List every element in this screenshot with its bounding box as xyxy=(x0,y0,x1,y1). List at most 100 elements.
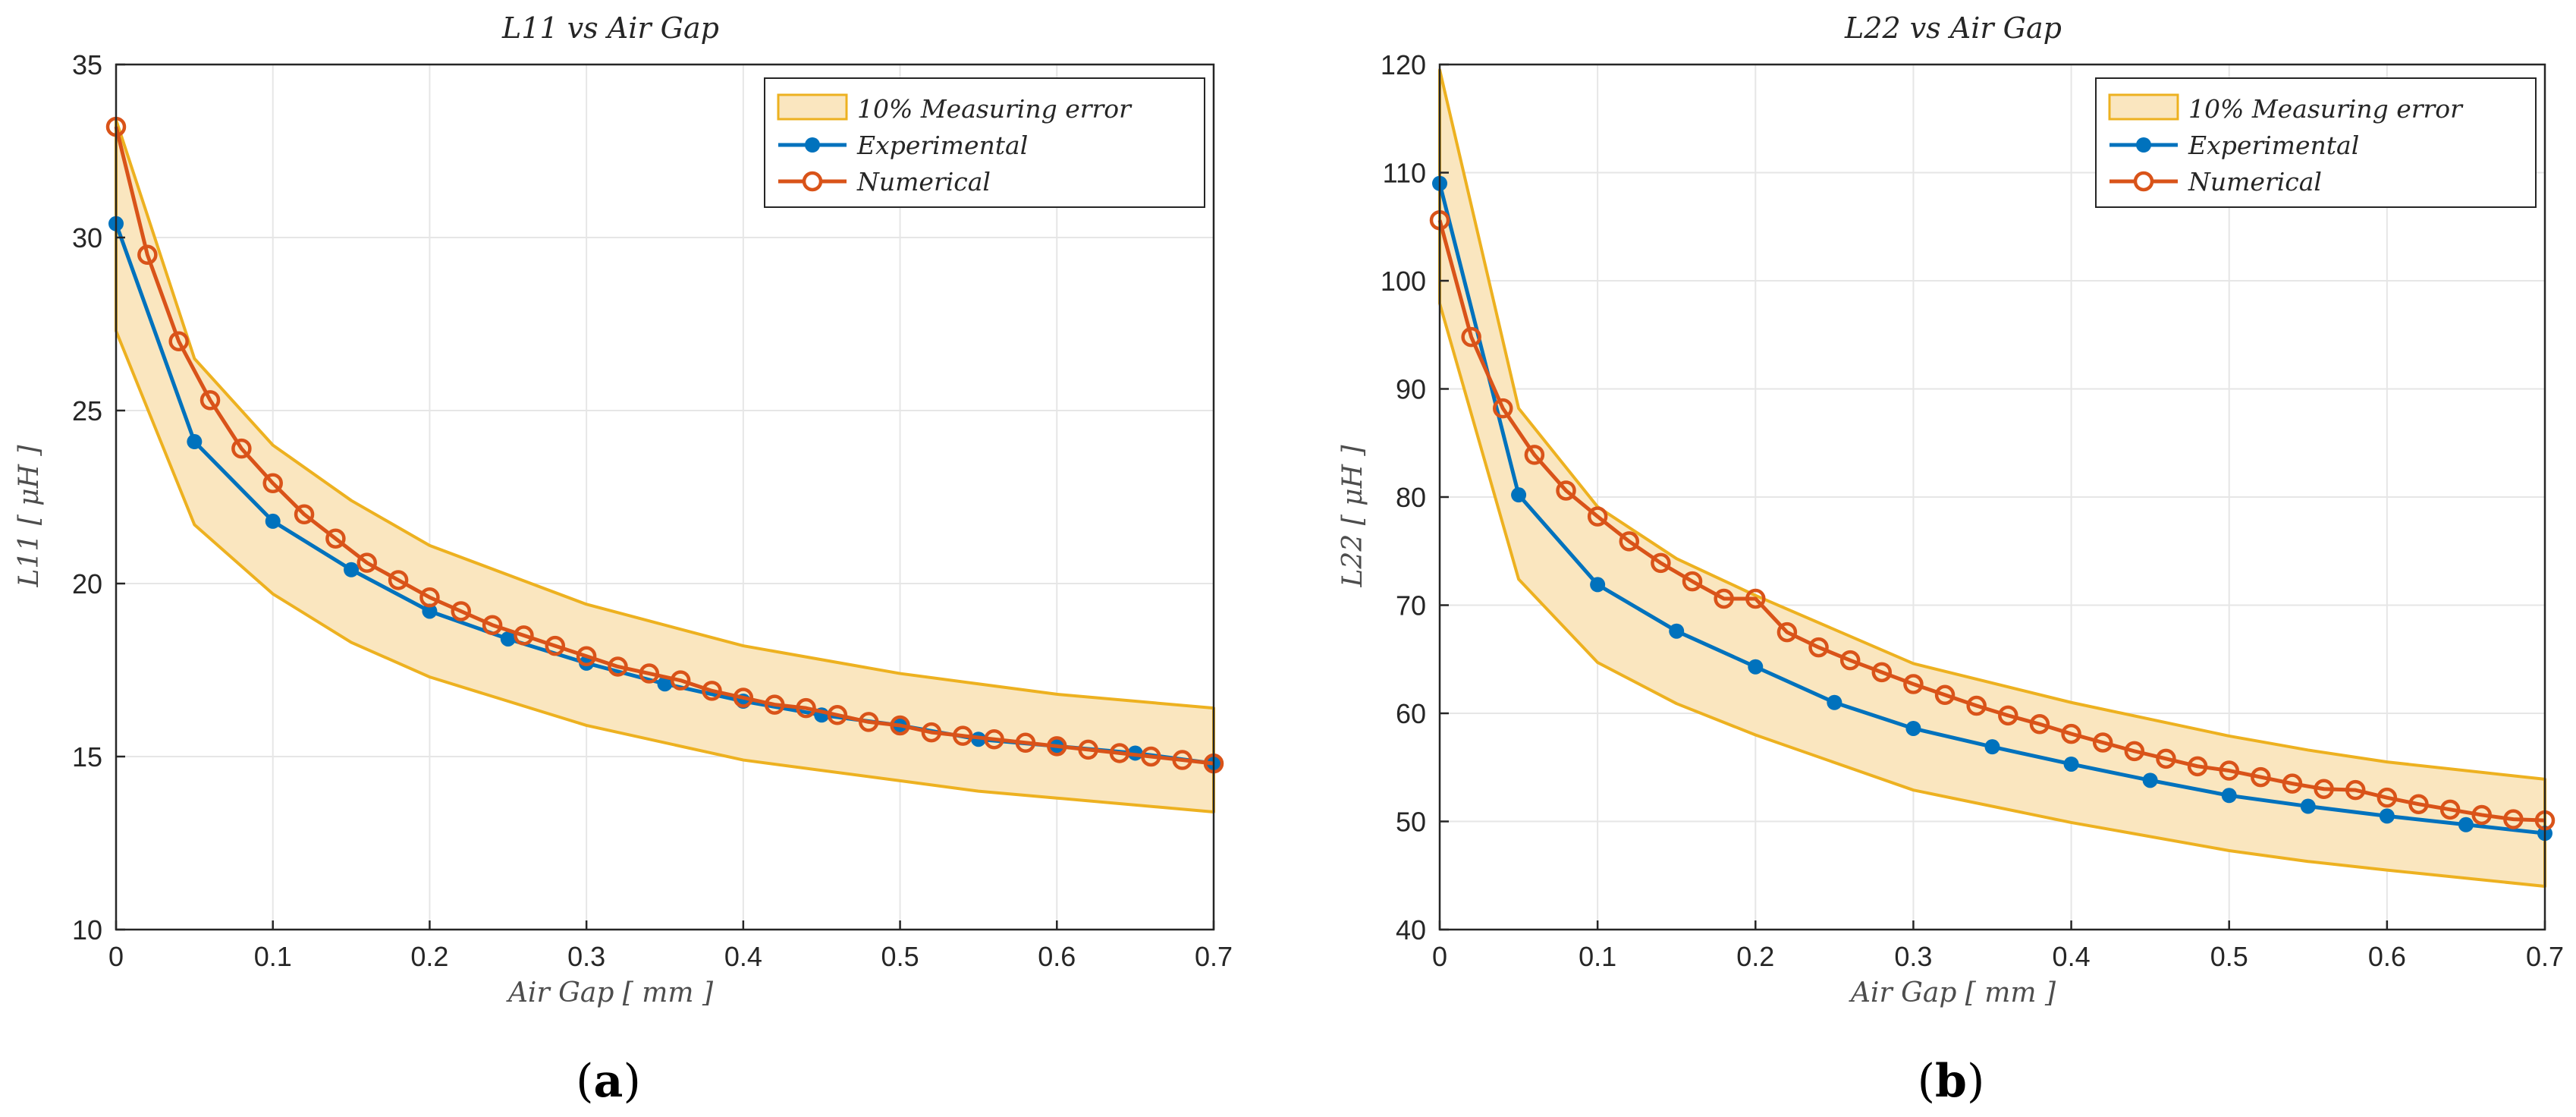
y-tick-label: 20 xyxy=(72,568,102,599)
data-point xyxy=(388,570,409,590)
data-point xyxy=(1748,659,1764,675)
legend-marker-experimental xyxy=(805,137,820,153)
data-point xyxy=(1078,739,1098,760)
y-tick-label: 40 xyxy=(1396,914,1426,946)
legend-label: Numerical xyxy=(856,167,991,197)
data-point xyxy=(2314,779,2334,799)
data-point xyxy=(1827,694,1842,710)
data-point xyxy=(2282,773,2303,794)
data-point xyxy=(1682,571,1703,592)
chart-panel-a: L11 vs Air Gap Air Gap [ mm ] L11 [ μH ]… xyxy=(14,11,1233,1008)
legend-marker-experimental xyxy=(2136,137,2151,153)
data-point xyxy=(1619,531,1640,552)
data-point xyxy=(419,587,440,608)
data-point xyxy=(2061,723,2081,744)
y-axis-title: L22 [ μH ] xyxy=(1337,445,1368,588)
data-point xyxy=(187,434,203,450)
panel-label-open: ( xyxy=(1918,1055,1935,1108)
data-point xyxy=(294,504,315,525)
panel-label-a: (a) xyxy=(576,1055,641,1108)
series-numerical xyxy=(1429,209,2556,831)
data-point xyxy=(2345,779,2366,801)
y-tick-label: 70 xyxy=(1396,590,1426,621)
data-point xyxy=(199,390,221,411)
data-point xyxy=(451,601,472,621)
data-point xyxy=(1141,746,1161,767)
panel-label-b: (b) xyxy=(1918,1055,1985,1108)
data-point xyxy=(1998,705,2018,726)
panel-label-close: ) xyxy=(623,1055,640,1108)
data-point xyxy=(1871,662,1893,683)
x-tick-label: 0.1 xyxy=(1579,941,1616,972)
y-tick-label: 35 xyxy=(72,49,102,80)
data-point xyxy=(482,615,503,635)
legend-label: Experimental xyxy=(856,131,1028,160)
data-point xyxy=(670,670,691,691)
data-point xyxy=(265,513,281,529)
x-tick-label: 0.6 xyxy=(1038,941,1076,972)
x-tick-label: 0.4 xyxy=(724,941,762,972)
data-point xyxy=(1776,621,1798,643)
data-point xyxy=(168,331,189,352)
data-point xyxy=(576,646,597,667)
tick-labels: 0 0.1 0.2 0.3 0.4 0.5 0.6 0.7 40 50 60 70 80 90 100 110… xyxy=(1381,49,2564,972)
data-point xyxy=(953,725,973,746)
data-point xyxy=(2439,799,2461,820)
data-point xyxy=(1903,674,1924,694)
data-point xyxy=(1590,577,1606,593)
data-point xyxy=(2408,794,2429,814)
data-point xyxy=(1808,637,1829,658)
legend-label: 10% Measuring error xyxy=(857,94,1132,124)
x-tick-label: 0.4 xyxy=(2053,941,2091,972)
data-point xyxy=(422,603,438,619)
data-point xyxy=(984,728,1004,750)
x-tick-label: 0.2 xyxy=(410,941,448,972)
data-point xyxy=(733,688,754,708)
legend-label: Experimental xyxy=(2188,131,2359,160)
data-point xyxy=(2187,756,2208,777)
tick-labels: 0 0.1 0.2 0.3 0.4 0.5 0.6 0.7 10 15 20 25 30 35 xyxy=(72,49,1233,972)
y-tick-label: 10 xyxy=(72,914,102,946)
data-point xyxy=(2124,741,2145,762)
data-point xyxy=(231,438,252,459)
x-tick-label: 0.6 xyxy=(2368,941,2406,972)
panel-label-letter: a xyxy=(594,1055,624,1108)
data-point xyxy=(2063,756,2079,772)
chart-title: L11 vs Air Gap xyxy=(501,11,719,45)
plot-area: 0 0.1 0.2 0.3 0.4 0.5 0.6 0.7 10 15 20 25 30 35 10% Me… xyxy=(72,49,1233,972)
data-point xyxy=(1934,684,1956,706)
data-point xyxy=(325,528,346,549)
data-point xyxy=(2142,772,2158,788)
x-tick-label: 0.3 xyxy=(1894,941,1932,972)
data-point xyxy=(2300,798,2316,814)
legend-swatch-band xyxy=(2108,93,2179,121)
legend-label: 10% Measuring error xyxy=(2188,94,2464,124)
data-point xyxy=(2092,732,2113,753)
legend-swatch-band xyxy=(777,93,848,121)
y-tick-label: 15 xyxy=(72,741,102,772)
x-tick-label: 0.5 xyxy=(881,941,919,972)
data-point xyxy=(1461,326,1481,348)
series-numerical xyxy=(105,116,1224,774)
data-point xyxy=(657,676,673,692)
data-point xyxy=(1839,650,1861,671)
data-point xyxy=(514,625,534,646)
data-point xyxy=(1745,588,1766,609)
data-point xyxy=(1524,445,1545,465)
data-point xyxy=(702,681,722,701)
data-point xyxy=(1556,480,1576,501)
data-point xyxy=(1669,623,1685,639)
legend-marker-numerical xyxy=(2133,171,2154,192)
data-point xyxy=(262,473,283,494)
data-point xyxy=(2156,748,2176,769)
data-point xyxy=(639,663,660,684)
data-point xyxy=(827,705,848,725)
chart-title: L22 vs Air Gap xyxy=(1844,11,2062,45)
x-tick-label: 0.2 xyxy=(1736,941,1774,972)
chart-panel-b: L22 vs Air Gap Air Gap [ mm ] L22 [ μH ]… xyxy=(1337,11,2564,1008)
legend: 10% Measuring error Experimental Numerical xyxy=(764,77,1205,208)
data-point xyxy=(2377,787,2398,808)
data-point xyxy=(1015,732,1036,754)
x-axis-title: Air Gap [ mm ] xyxy=(506,977,714,1008)
